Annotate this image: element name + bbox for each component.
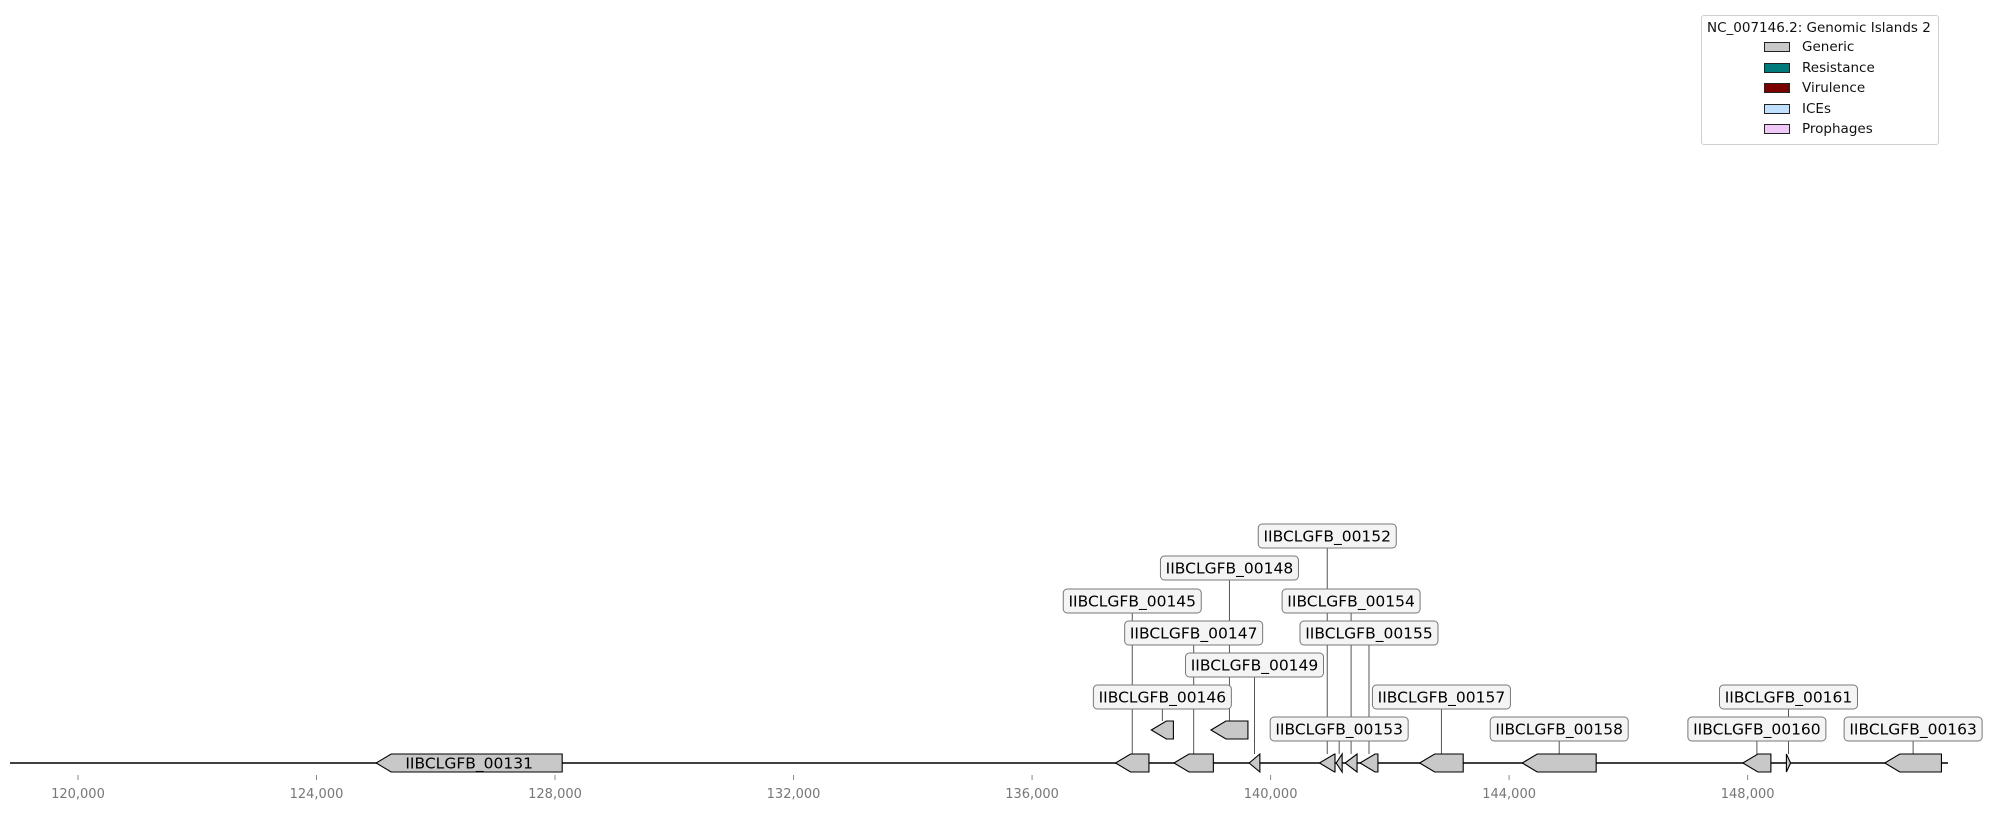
legend-swatch [1764, 83, 1790, 93]
gene-label-IIBCLGFB_00163: IIBCLGFB_00163 [1849, 721, 1977, 740]
axis-tick-label: 140,000 [1244, 787, 1298, 802]
gene-label-box [1184, 652, 1324, 678]
legend-swatch [1764, 104, 1790, 114]
legend-swatch [1764, 42, 1790, 52]
gene-arrow-IIBCLGFB_00152 [1318, 753, 1336, 773]
gene-label-box [1687, 716, 1827, 742]
legend-label: Generic [1802, 39, 1855, 55]
gene-arrow-IIBCLGFB_00155 [1358, 753, 1379, 773]
gene-arrow-IIBCLGFB_00153 [1335, 752, 1343, 774]
gene-label-box [1092, 684, 1232, 710]
position-axis: 120,000 124,000 128,000 132,000 136,000 140,0… [51, 775, 1775, 802]
gene-arrow-IIBCLGFB_00163 [1883, 753, 1942, 773]
axis-tick-label: 136,000 [1005, 787, 1059, 802]
gene-arrow-IIBCLGFB_00149 [1248, 752, 1261, 774]
axis-tick-label: 148,000 [1721, 787, 1775, 802]
gene-label-box [1489, 716, 1629, 742]
gene-label-IIBCLGFB_00145: IIBCLGFB_00145 [1068, 593, 1196, 612]
legend-swatch [1764, 124, 1790, 134]
gene-label-IIBCLGFB_00152: IIBCLGFB_00152 [1263, 528, 1391, 547]
gene-label-IIBCLGFB_00153: IIBCLGFB_00153 [1275, 721, 1403, 740]
axis-tick-label: 124,000 [290, 787, 344, 802]
gene-label-IIBCLGFB_00131: IIBCLGFB_00131 [405, 755, 533, 774]
gene-arrow-IIBCLGFB_00145 [1114, 753, 1150, 773]
gene-label-IIBCLGFB_00147: IIBCLGFB_00147 [1130, 625, 1258, 644]
gene-features [375, 720, 1942, 774]
gene-label-box [1281, 588, 1421, 614]
legend-item-prophages: Prophages [1764, 120, 1873, 138]
gene-label-IIBCLGFB_00149: IIBCLGFB_00149 [1191, 657, 1319, 676]
gene-label-IIBCLGFB_00161: IIBCLGFB_00161 [1725, 689, 1853, 708]
axis-tick-label: 132,000 [767, 787, 821, 802]
axis-tick-label: 144,000 [1482, 787, 1536, 802]
gene-label-box [1718, 684, 1858, 710]
legend-item-virulence: Virulence [1764, 79, 1865, 97]
gene-label-box [1843, 716, 1983, 742]
gene-label-IIBCLGFB_00154: IIBCLGFB_00154 [1287, 593, 1415, 612]
legend-label: Virulence [1802, 80, 1866, 96]
gene-label-box [1269, 716, 1409, 742]
gene-arrow-IIBCLGFB_00146 [1150, 720, 1174, 740]
legend-label: ICEs [1802, 101, 1831, 117]
gene-label-IIBCLGFB_00157: IIBCLGFB_00157 [1378, 689, 1506, 708]
gene-label-box [1299, 620, 1439, 646]
gene-label-box [1159, 555, 1299, 581]
gene-label-IIBCLGFB_00160: IIBCLGFB_00160 [1693, 721, 1821, 740]
gene-arrow-IIBCLGFB_00131 [375, 753, 563, 773]
gene-arrow-IIBCLGFB_00158 [1521, 753, 1597, 773]
gene-label-box [1371, 684, 1511, 710]
gene-arrow-IIBCLGFB_00148 [1209, 720, 1249, 740]
legend-title: NC_007146.2: Genomic Islands 2 [1707, 20, 1931, 36]
legend-label: Prophages [1802, 121, 1873, 137]
legend-item-generic: Generic [1764, 38, 1854, 56]
gene-arrow-IIBCLGFB_00160 [1741, 753, 1772, 773]
gene-label-IIBCLGFB_00146: IIBCLGFB_00146 [1099, 689, 1227, 708]
gene-labels: IIBCLGFB_00131 IIBCLGFB_00145 IIBCLGFB_001… [405, 523, 1983, 774]
gene-label-box [1124, 620, 1264, 646]
gene-arrow-IIBCLGFB_00154 [1344, 752, 1358, 774]
gene-label-box [1062, 588, 1202, 614]
axis-tick-label: 120,000 [51, 787, 105, 802]
gene-label-IIBCLGFB_00148: IIBCLGFB_00148 [1166, 560, 1294, 579]
gene-label-box [1257, 523, 1397, 549]
legend-item-resistance: Resistance [1764, 59, 1875, 77]
legend-label: Resistance [1802, 60, 1875, 76]
legend-swatch [1764, 63, 1790, 73]
gene-arrow-IIBCLGFB_00161 [1785, 753, 1792, 773]
gene-label-IIBCLGFB_00158: IIBCLGFB_00158 [1495, 721, 1623, 740]
legend-item-ices: ICEs [1764, 100, 1831, 118]
axis-tick-label: 128,000 [528, 787, 582, 802]
legend: NC_007146.2: Genomic Islands 2 Generic R… [1701, 15, 1939, 145]
gene-arrow-IIBCLGFB_00157 [1418, 753, 1464, 773]
gene-arrow-IIBCLGFB_00147 [1172, 753, 1214, 773]
gene-label-IIBCLGFB_00155: IIBCLGFB_00155 [1305, 625, 1433, 644]
